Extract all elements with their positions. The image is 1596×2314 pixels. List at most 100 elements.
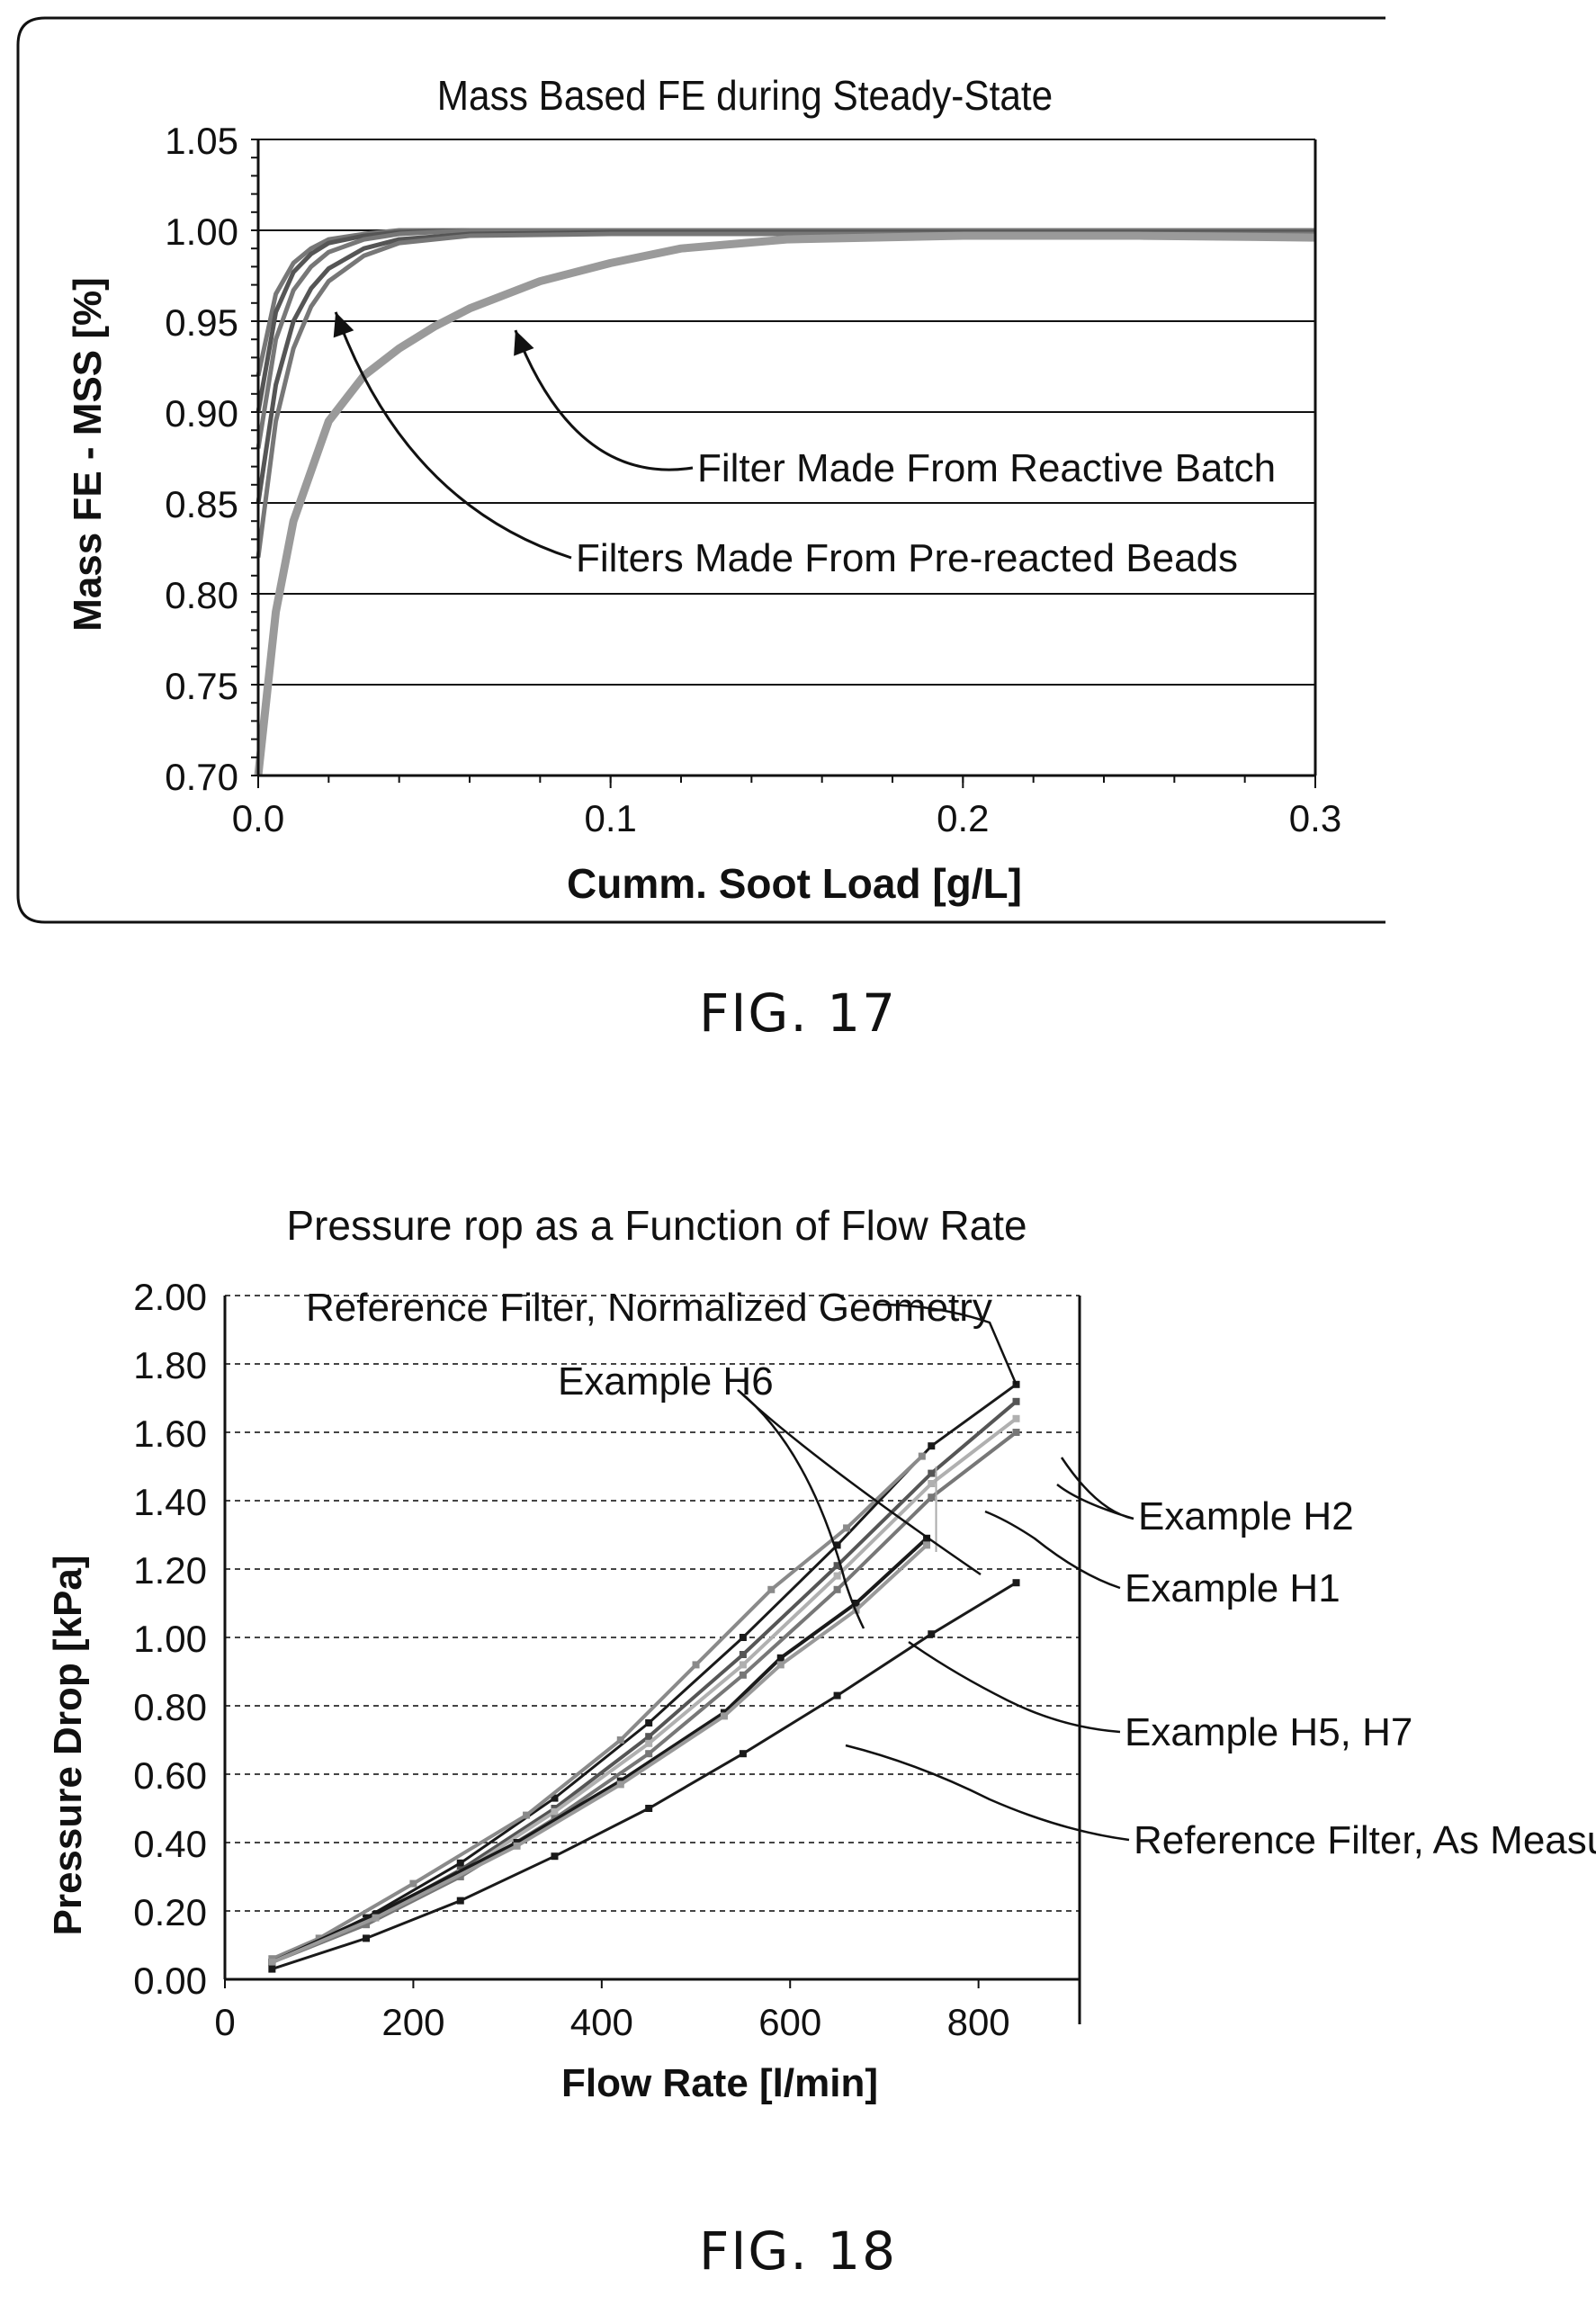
fig18-axes: 0.00 0.20 0.40 0.60 0.80 1.00 1.20 1.40 1.60 1.80…: [133, 1276, 1081, 2043]
fig18-x-tick-label: 0: [214, 2001, 235, 2043]
fig18-data-point: [523, 1811, 531, 1819]
fig18-title: Pressure rop as a Function of Flow Rate: [286, 1202, 1027, 1249]
fig18-data-point: [833, 1562, 841, 1570]
fig17-annotation-arrow-head: [514, 330, 534, 356]
fig17-y-tick-label: 1.05: [165, 120, 238, 162]
fig17-annotations: Filter Made From Reactive Batch Filters M…: [333, 311, 1276, 580]
fig17-y-tick-label: 0.80: [165, 574, 238, 616]
fig18-data-point: [363, 1934, 371, 1942]
fig18-chart: Pressure rop as a Function of Flow Rate …: [46, 1202, 1596, 2105]
fig18-annotation-label: Example H6: [558, 1359, 774, 1404]
fig17-y-axis-label: Mass FE - MSS [%]: [66, 277, 110, 632]
fig18-y-tick-label: 1.80: [133, 1344, 207, 1386]
fig18-y-tick-label: 0.00: [133, 1960, 207, 2002]
fig17-axes: 0.70 0.75 0.80 0.85 0.90 0.95 1.00 1.05 0.0 0.1 0.…: [165, 120, 1341, 839]
fig18-data-point: [645, 1719, 653, 1727]
fig18-data-point: [372, 1914, 380, 1922]
fig18-data-point: [692, 1661, 700, 1669]
fig17-frame: [16, 16, 1385, 924]
fig18-annotation-leader: [845, 1744, 1130, 1842]
fig17-caption: FIG. 17: [698, 982, 898, 1044]
fig18-data-point: [551, 1807, 559, 1816]
fig18-x-tick-label: 800: [947, 2001, 1010, 2043]
fig18-annotations: Reference Filter, Normalized Geometry Exa…: [306, 1286, 1596, 1862]
fig18-y-tick-label: 0.60: [133, 1754, 207, 1797]
fig18-data-point: [739, 1634, 747, 1641]
fig18-y-tick-label: 1.20: [133, 1549, 207, 1592]
fig17-y-tick-label: 0.90: [165, 392, 238, 435]
fig18-annotation-label: Reference Filter, As Measured: [1134, 1818, 1596, 1862]
fig18-data-point: [513, 1842, 521, 1850]
fig18-annotation-label: Example H2: [1138, 1494, 1354, 1538]
fig17-series-line-pre-reacted: [256, 228, 1315, 449]
fig18-data-point: [456, 1859, 464, 1867]
fig18-data-point: [928, 1630, 936, 1638]
fig18-data-point: [923, 1541, 931, 1549]
fig18-data-point: [616, 1780, 624, 1789]
fig18-data-point: [739, 1661, 747, 1669]
fig18-data-point: [918, 1452, 926, 1460]
fig18-data-point: [315, 1934, 323, 1942]
fig17-y-tick-label: 0.70: [165, 756, 238, 798]
fig18-annotation-leader: [908, 1640, 1121, 1734]
fig18-x-axis-label: Flow Rate [l/min]: [561, 2061, 878, 2105]
fig18-data-point: [928, 1493, 936, 1502]
fig18-annotation-label: Example H1: [1125, 1566, 1340, 1610]
fig18-annotation-leader: [737, 1389, 865, 1629]
fig18-y-tick-label: 1.00: [133, 1618, 207, 1660]
fig18-data-point: [645, 1739, 653, 1747]
fig18-data-point: [852, 1600, 860, 1607]
fig17-annotation-arrow-head: [333, 311, 354, 338]
fig18-caption: FIG. 18: [698, 2220, 898, 2282]
fig17-x-axis-label: Cumm. Soot Load [g/L]: [567, 860, 1022, 907]
fig18-data-point: [551, 1794, 559, 1802]
fig18-data-point: [833, 1541, 841, 1549]
fig18-data-point: [720, 1712, 728, 1720]
fig18-data-point: [843, 1524, 851, 1532]
fig18-series-line: [271, 1455, 924, 1961]
fig17-y-tick-label: 0.85: [165, 483, 238, 525]
fig18-annotation-leader: [876, 1303, 1018, 1386]
fig18-data-point: [1012, 1579, 1020, 1587]
fig18-data-point: [645, 1805, 653, 1812]
fig17-y-tick-label: 0.75: [165, 665, 238, 707]
fig17-series-line-pre-reacted: [256, 228, 1315, 377]
fig17-series-layer: [254, 228, 1316, 776]
fig17-x-tick-label: 0.1: [584, 797, 636, 839]
fig17-annotation-arrow: [334, 311, 572, 560]
fig18-y-axis-label: Pressure Drop [kPa]: [46, 1555, 90, 1935]
fig18-data-point: [928, 1442, 936, 1450]
fig17-chart: Mass Based FE during Steady-State 0.70 0.…: [16, 16, 1385, 924]
fig18-data-point: [645, 1733, 653, 1741]
fig18-series-layer: [268, 1380, 1020, 1973]
fig18-series-line: [271, 1537, 928, 1964]
fig18-annotation-label: Reference Filter, Normalized Geometry: [306, 1286, 992, 1330]
fig17-series-line-reactive: [254, 231, 1316, 776]
fig18-y-tick-label: 2.00: [133, 1276, 207, 1318]
fig18-y-tick-label: 0.80: [133, 1686, 207, 1728]
fig18-data-point: [268, 1959, 276, 1966]
fig18-data-point: [776, 1661, 785, 1669]
fig18-data-point: [363, 1921, 371, 1929]
fig18-data-point: [409, 1879, 417, 1888]
fig17-y-tick-label: 0.95: [165, 301, 238, 344]
fig18-data-point: [833, 1572, 841, 1580]
fig18-data-point: [1012, 1429, 1020, 1436]
fig18-data-point: [1012, 1397, 1020, 1405]
fig18-annotation-leader: [984, 1510, 1121, 1590]
fig18-y-tick-label: 0.20: [133, 1891, 207, 1933]
fig17-series-line-pre-reacted: [256, 231, 1315, 558]
fig18-x-tick-label: 600: [758, 2001, 821, 2043]
fig17-title: Mass Based FE during Steady-State: [437, 73, 1053, 119]
fig18-y-tick-label: 1.60: [133, 1413, 207, 1455]
fig18-data-point: [739, 1651, 747, 1658]
fig18-data-point: [767, 1585, 776, 1593]
fig17-annotation-prereacted: Filters Made From Pre-reacted Beads: [576, 536, 1238, 580]
fig18-series-line: [271, 1543, 928, 1964]
fig18-x-tick-label: 200: [381, 2001, 444, 2043]
fig18-data-point: [1012, 1414, 1020, 1422]
fig18-annotation-label: Example H5, H7: [1125, 1710, 1412, 1754]
fig18-annotation-leader: [737, 1389, 982, 1576]
fig18-data-point: [928, 1469, 936, 1477]
fig18-annotation-leader: [1056, 1457, 1134, 1520]
